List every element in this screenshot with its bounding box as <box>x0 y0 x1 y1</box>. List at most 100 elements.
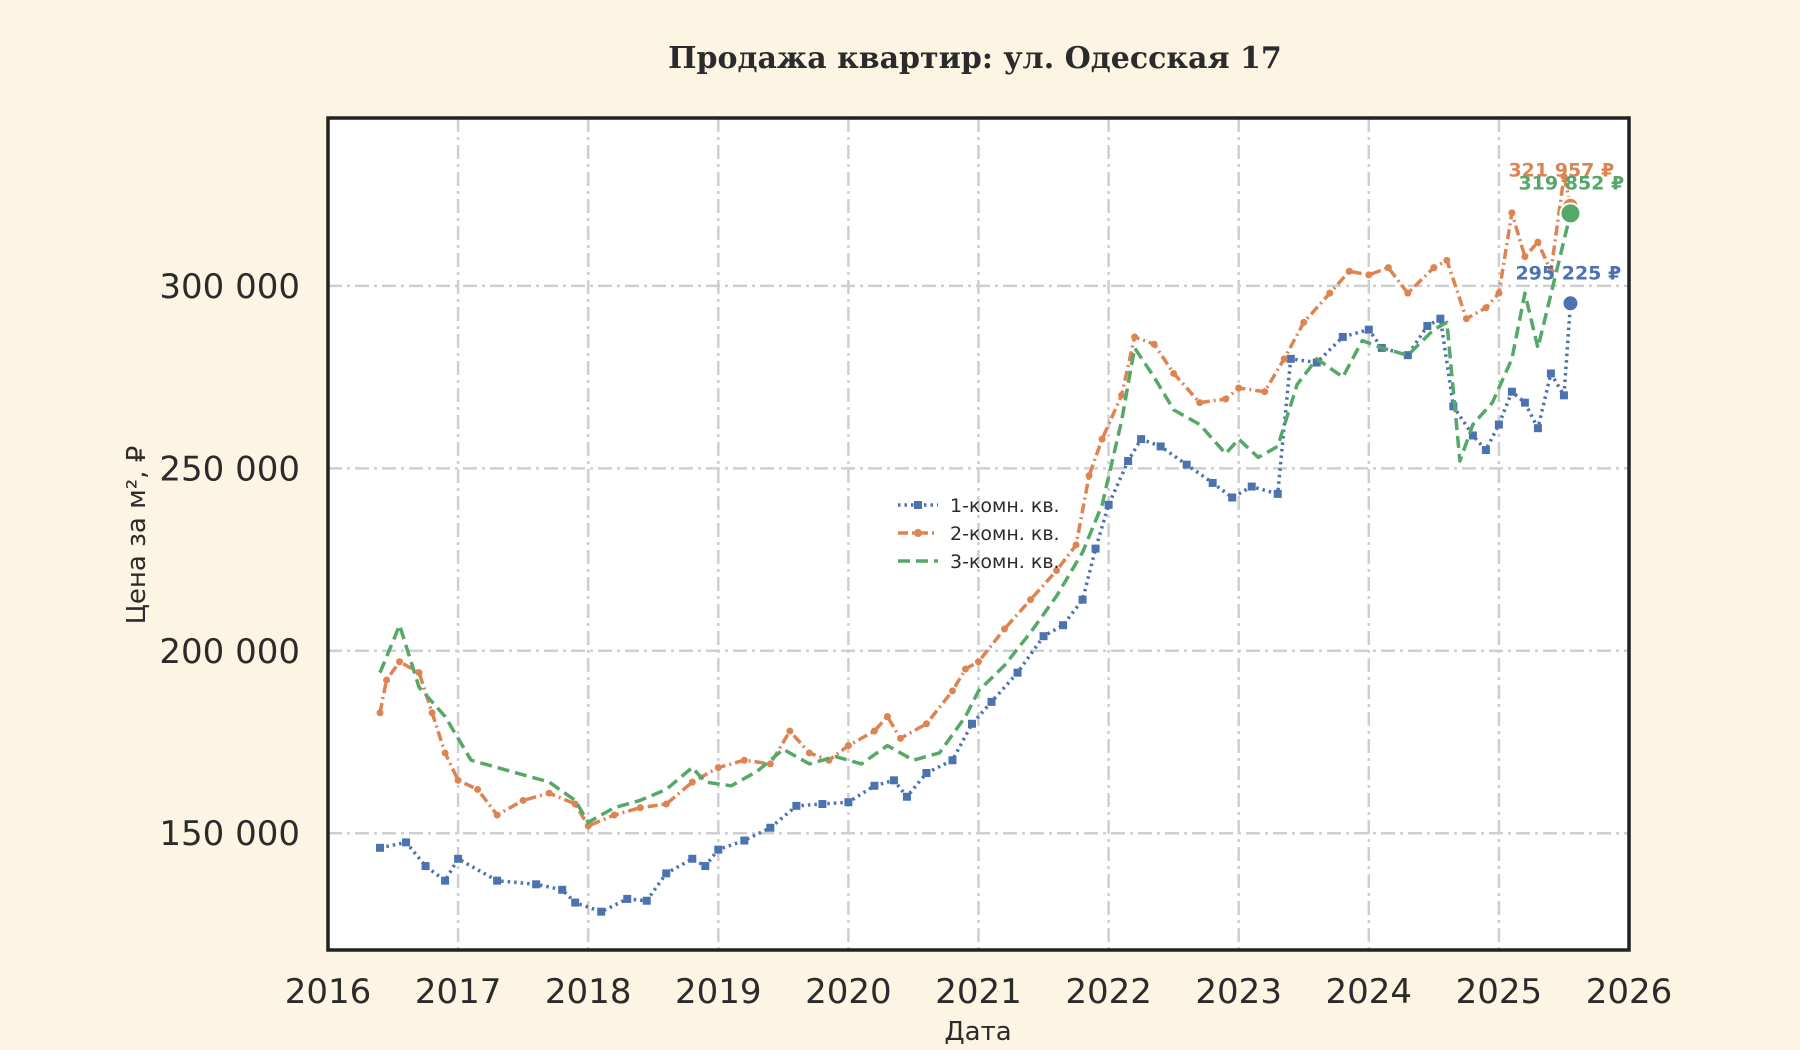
data-point <box>948 756 957 765</box>
data-point <box>662 869 671 878</box>
data-point <box>493 876 502 885</box>
end-labels: 295 225 ₽ 321 957 ₽319 852 ₽ <box>1508 160 1624 285</box>
data-point <box>870 781 879 790</box>
data-point <box>1228 493 1237 502</box>
data-point <box>1124 457 1133 466</box>
data-point <box>1312 358 1321 367</box>
y-tick-label: 250 000 <box>159 449 300 489</box>
data-point <box>1118 391 1126 399</box>
x-tick-label: 2018 <box>545 972 632 1012</box>
data-point <box>571 898 580 907</box>
data-point <box>844 742 852 750</box>
data-point <box>766 760 774 768</box>
data-point <box>889 776 898 785</box>
data-point <box>415 669 423 677</box>
data-point <box>1078 595 1087 604</box>
data-point <box>1494 420 1503 429</box>
data-point <box>1286 354 1295 363</box>
x-tick-label: 2020 <box>805 972 892 1012</box>
data-point <box>975 658 982 666</box>
data-point <box>1300 318 1308 326</box>
data-point <box>1468 431 1477 440</box>
x-tick-label: 2021 <box>935 972 1022 1012</box>
legend-label: 3-комн. кв. <box>950 551 1060 573</box>
data-point <box>1481 446 1490 455</box>
data-point <box>1403 351 1412 360</box>
y-tick-label: 200 000 <box>159 632 300 672</box>
data-point <box>987 697 996 706</box>
data-point <box>870 727 878 735</box>
data-point <box>376 843 385 852</box>
data-point <box>1137 435 1146 444</box>
data-point <box>922 769 931 778</box>
data-point <box>740 756 748 764</box>
data-point <box>1495 289 1503 297</box>
data-point <box>714 764 722 772</box>
data-point <box>421 862 430 871</box>
x-tick-label: 2025 <box>1456 972 1543 1012</box>
data-point <box>1156 442 1165 451</box>
data-point <box>532 880 541 889</box>
x-tick-label: 2016 <box>285 972 372 1012</box>
data-point <box>688 854 697 863</box>
data-point <box>441 749 449 757</box>
data-point <box>1170 369 1178 377</box>
data-point <box>597 907 606 916</box>
data-point <box>636 804 644 812</box>
data-point <box>792 801 801 810</box>
data-point <box>1235 384 1243 392</box>
legend: 1-комн. кв. 2-комн. кв. 3-комн. кв. <box>898 495 1060 573</box>
x-tick-label: 2022 <box>1065 972 1152 1012</box>
data-point <box>1001 625 1009 633</box>
y-tick-label: 300 000 <box>159 267 300 307</box>
grid <box>328 118 1629 950</box>
data-point <box>383 676 391 684</box>
data-point <box>610 811 618 819</box>
y-tick-label: 150 000 <box>159 814 300 854</box>
x-axis-label: Дата <box>944 1017 1011 1047</box>
x-tick-label: 2023 <box>1195 972 1282 1012</box>
y-axis-label: Цена за м², ₽ <box>122 446 152 625</box>
end-value-label: 295 225 ₽ <box>1515 262 1621 284</box>
data-point <box>396 658 404 666</box>
data-point <box>701 862 710 871</box>
data-point <box>688 778 696 786</box>
data-point <box>1013 668 1022 677</box>
data-point <box>961 665 969 673</box>
data-point <box>1508 209 1516 217</box>
data-point <box>922 720 930 728</box>
data-point <box>1404 289 1412 297</box>
y-axis-ticks: 150 000 200 000 250 000 300 000 <box>159 267 300 854</box>
data-point <box>1462 315 1470 323</box>
data-point <box>1559 391 1568 400</box>
data-point <box>1443 256 1451 264</box>
data-point <box>1131 333 1139 341</box>
data-point <box>493 811 501 819</box>
data-point <box>805 749 813 757</box>
plot-frame <box>326 116 1631 952</box>
data-point <box>1039 632 1048 641</box>
data-point <box>1338 332 1347 341</box>
data-point <box>1520 398 1529 407</box>
data-point <box>376 709 384 717</box>
series-line <box>379 303 1573 914</box>
x-axis-ticks: 2016 2017 2018 2019 2020 2021 2022 2023 2024 2025… <box>285 972 1673 1012</box>
data-point <box>766 823 775 832</box>
data-point <box>584 822 592 830</box>
data-point <box>1482 304 1490 312</box>
data-point <box>454 854 463 863</box>
x-tick-label: 2024 <box>1326 972 1413 1012</box>
data-point <box>454 776 462 784</box>
data-point <box>1196 399 1204 407</box>
data-point <box>1072 541 1080 549</box>
data-point <box>1436 314 1445 323</box>
data-point <box>1365 271 1373 279</box>
end-value-label: 319 852 ₽ <box>1518 172 1624 194</box>
data-point <box>662 800 670 808</box>
data-point <box>786 727 794 735</box>
end-marker <box>1561 294 1580 313</box>
legend-marker <box>914 529 922 537</box>
data-point <box>1521 253 1529 261</box>
data-point <box>1345 267 1353 275</box>
plot-border <box>326 116 1631 952</box>
